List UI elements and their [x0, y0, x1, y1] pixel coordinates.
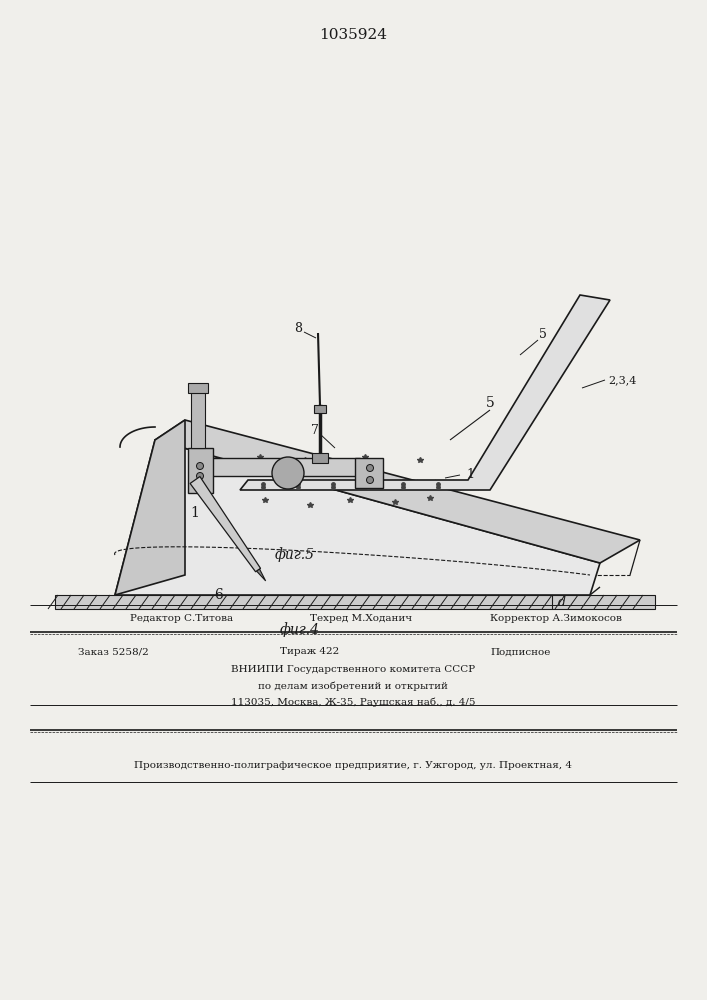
- Bar: [191, 388, 205, 448]
- Text: Заказ 5258/2: Заказ 5258/2: [78, 648, 148, 656]
- Bar: [312, 453, 328, 463]
- Text: Редактор С.Титова: Редактор С.Титова: [130, 614, 233, 623]
- Text: 5: 5: [539, 328, 547, 342]
- Bar: [210, 458, 360, 476]
- Polygon shape: [115, 440, 600, 595]
- Circle shape: [366, 477, 373, 484]
- Circle shape: [366, 464, 373, 472]
- Polygon shape: [115, 420, 185, 595]
- Bar: [188, 383, 208, 393]
- Text: Техред М.Ходанич: Техред М.Ходанич: [310, 614, 412, 623]
- Polygon shape: [257, 569, 266, 581]
- Text: фиг.5: фиг.5: [275, 548, 315, 562]
- Text: по делам изобретений и открытий: по делам изобретений и открытий: [258, 681, 448, 691]
- Text: 8: 8: [294, 322, 302, 334]
- Text: 1: 1: [466, 468, 474, 482]
- Bar: [355, 458, 383, 488]
- Text: 2,3,4: 2,3,4: [608, 375, 636, 385]
- Text: Корректор А.Зимокосов: Корректор А.Зимокосов: [490, 614, 622, 623]
- Text: d: d: [558, 595, 566, 608]
- Bar: [188, 448, 213, 493]
- Text: 6: 6: [214, 588, 223, 602]
- Circle shape: [272, 457, 304, 489]
- Bar: [314, 405, 326, 413]
- Text: 7: 7: [311, 424, 319, 436]
- Text: 1: 1: [191, 506, 199, 520]
- Text: фиг.4: фиг.4: [280, 623, 320, 637]
- Text: 5: 5: [486, 396, 494, 410]
- Text: Тираж 422: Тираж 422: [281, 648, 339, 656]
- Text: ВНИИПИ Государственного комитета СССР: ВНИИПИ Государственного комитета СССР: [231, 666, 475, 674]
- Circle shape: [197, 483, 204, 489]
- Bar: [55, 595, 655, 609]
- Polygon shape: [155, 420, 640, 563]
- Text: 1035924: 1035924: [319, 28, 387, 42]
- Text: 113035, Москва, Ж-35, Раушская наб., д. 4/5: 113035, Москва, Ж-35, Раушская наб., д. …: [230, 697, 475, 707]
- Text: Подписное: Подписное: [490, 648, 550, 656]
- Text: Производственно-полиграфическое предприятие, г. Ужгород, ул. Проектная, 4: Производственно-полиграфическое предприя…: [134, 760, 572, 770]
- Circle shape: [197, 473, 204, 480]
- Polygon shape: [240, 295, 610, 490]
- Circle shape: [197, 462, 204, 470]
- Polygon shape: [190, 477, 261, 572]
